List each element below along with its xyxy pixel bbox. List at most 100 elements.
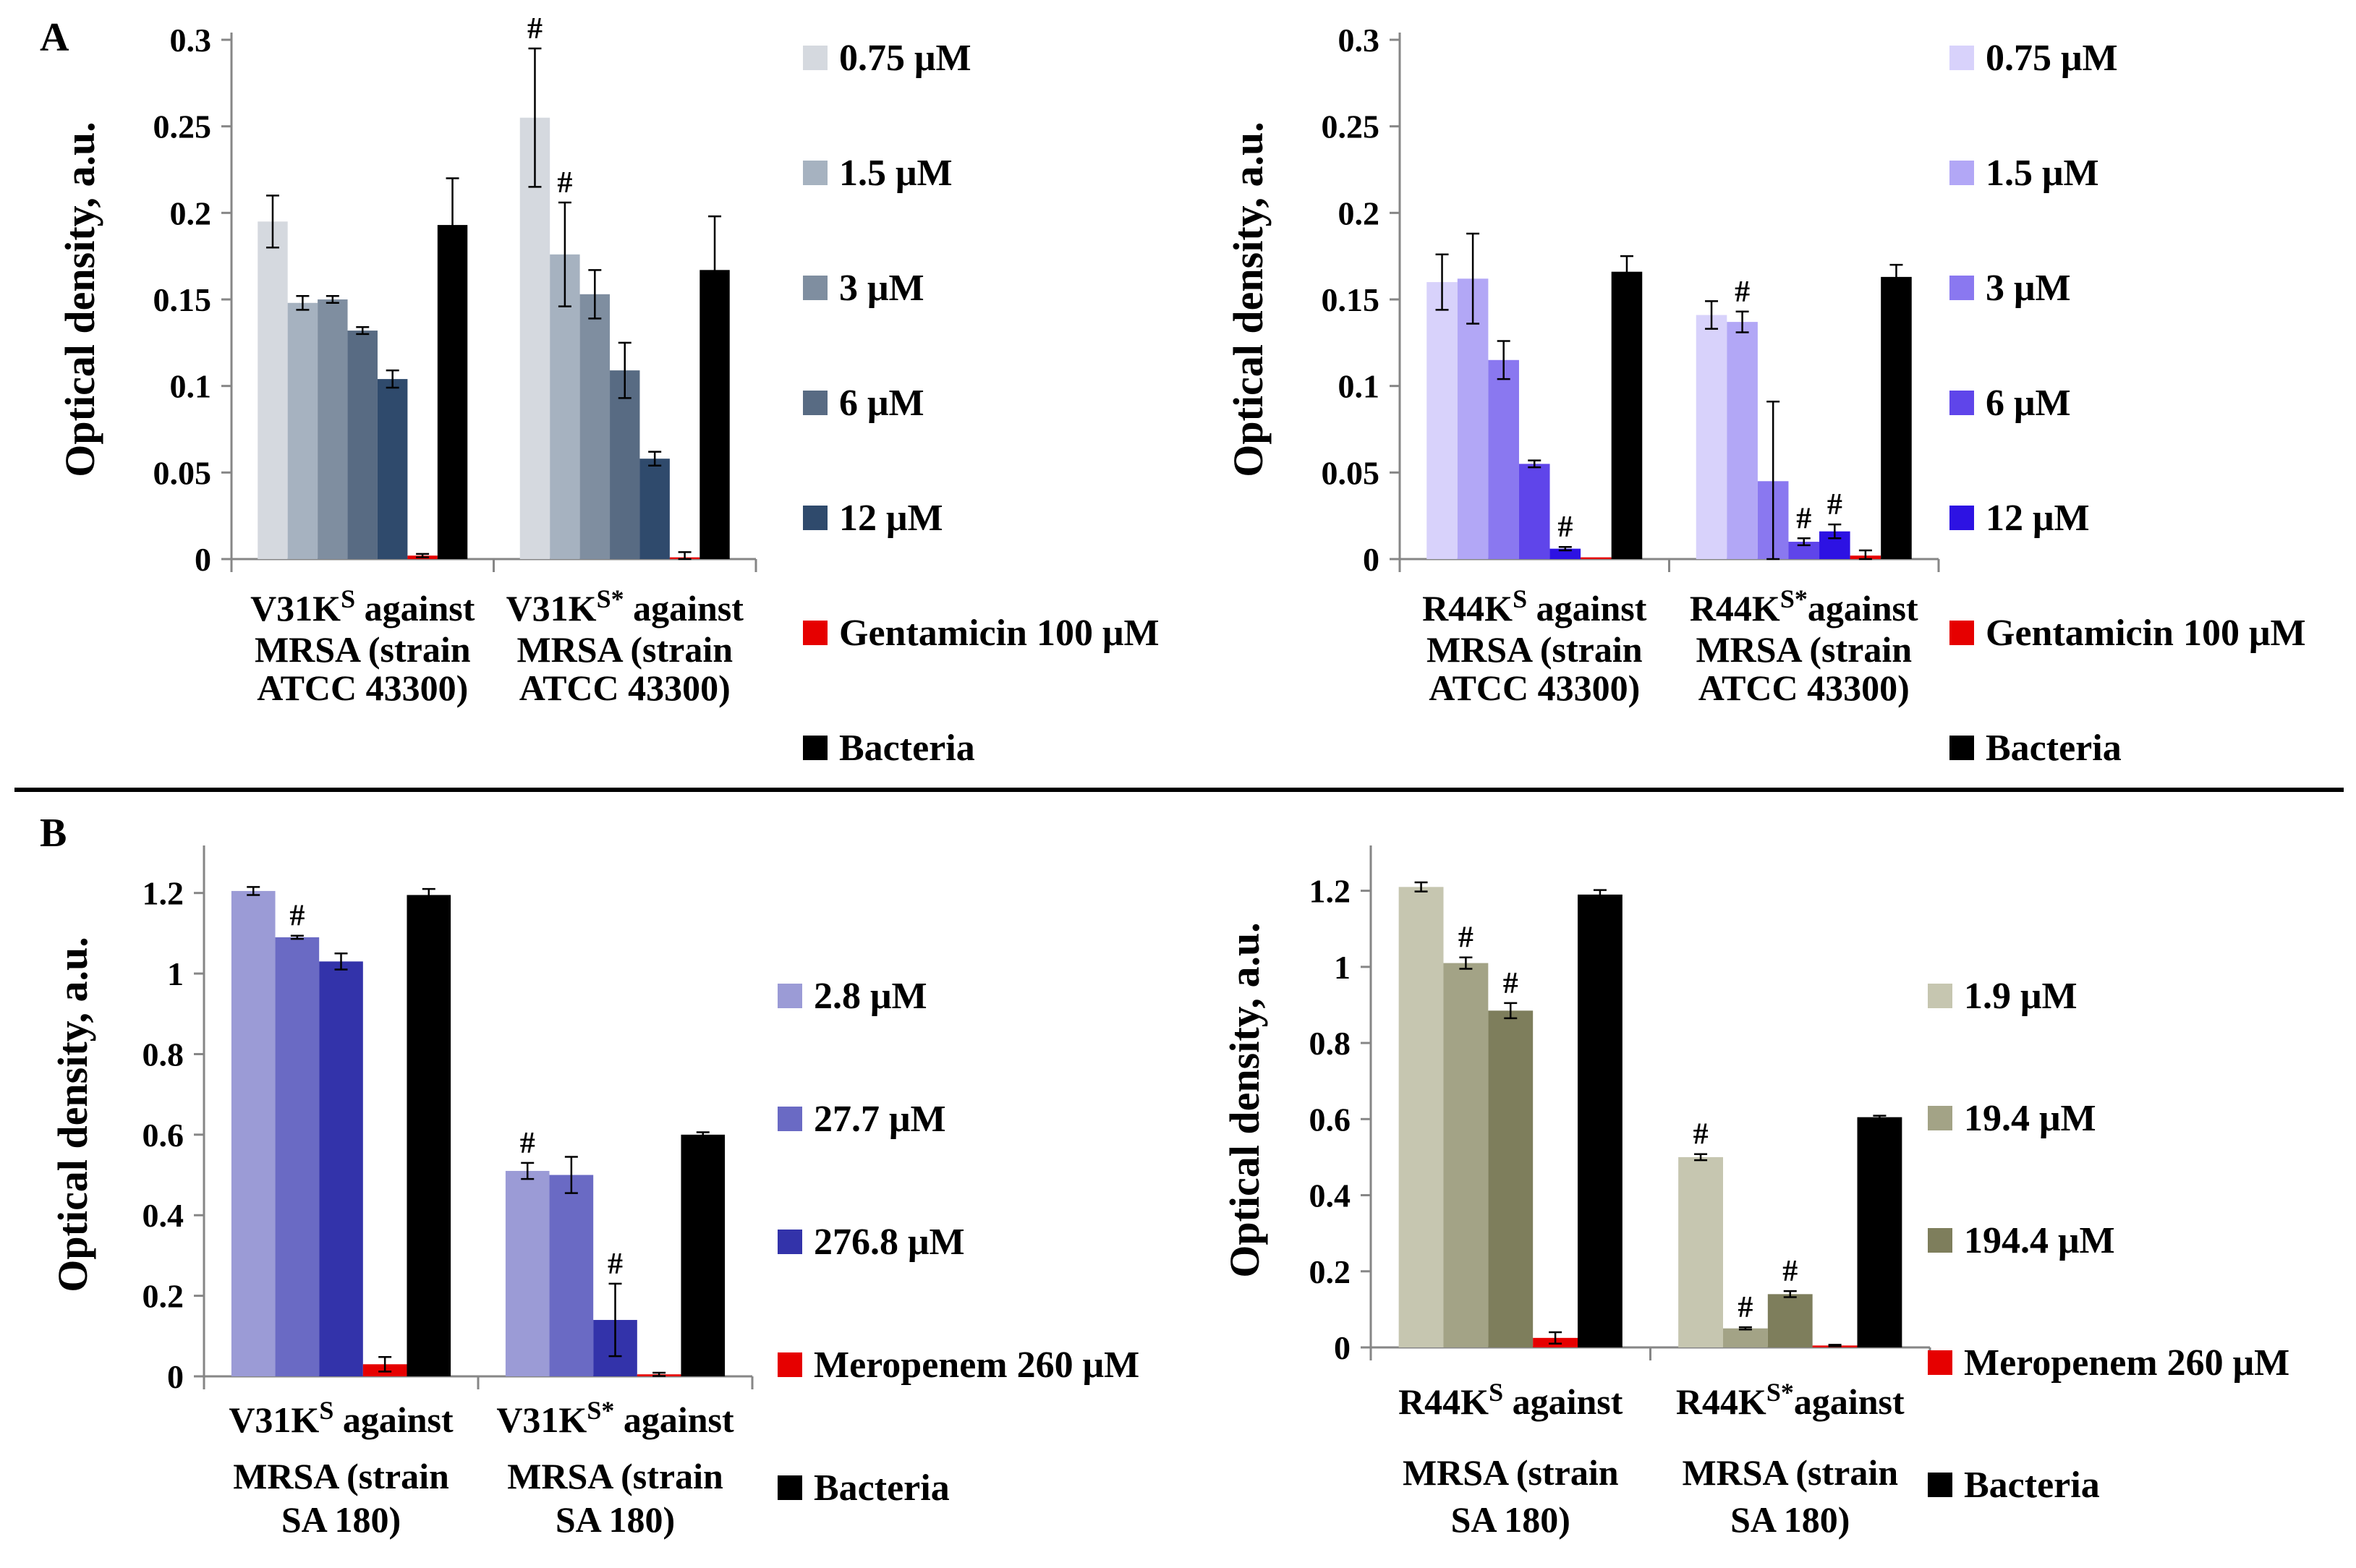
- bar: [258, 221, 288, 559]
- legend-swatch: [1928, 984, 1952, 1008]
- category-label-line3: SA 180): [1730, 1499, 1850, 1540]
- category-label: V31KS against: [229, 1396, 454, 1440]
- legend-label: 0.75 μM: [1986, 38, 2118, 79]
- legend-label: 1.5 μM: [839, 153, 953, 194]
- category-label-line3: ATCC 43300): [1429, 668, 1640, 708]
- bar: [231, 890, 276, 1376]
- legend-label: 1.5 μM: [1986, 153, 2099, 194]
- bar: [1457, 278, 1489, 559]
- y-tick-label: 0.25: [1322, 108, 1380, 145]
- bar: [1398, 887, 1444, 1347]
- legend-label: 0.75 μM: [839, 38, 971, 79]
- chart-b-r44k: 0 0.2 0.4 0.6 0.8 1 1.2 Optical density, a.u. # #…: [1221, 845, 2289, 1540]
- legend-swatch: [1928, 1106, 1952, 1130]
- y-tick-label: 0.8: [1309, 1025, 1351, 1062]
- chart-b-v31k: 0 0.2 0.4 0.6 0.8 1 1.2 Optical density, a.u. # V…: [49, 845, 1139, 1540]
- bar: [1581, 557, 1612, 559]
- category-label: R44KS against: [1398, 1378, 1623, 1422]
- legend-swatch: [803, 276, 828, 300]
- legend-swatch: [803, 621, 828, 645]
- category-label-line3: SA 180): [1451, 1499, 1570, 1540]
- y-tick-label: 0.2: [143, 1278, 184, 1315]
- bar: [1696, 315, 1727, 559]
- y-axis-label: Optical density, a.u.: [1225, 122, 1272, 477]
- legend-label: 6 μM: [839, 383, 924, 424]
- bar: [681, 1134, 726, 1376]
- y-tick-label: 0.6: [1309, 1101, 1351, 1138]
- chart-a-r44k: 0 0.05 0.1 0.15 0.2 0.25 0.3 Optical density, a…: [1225, 22, 2306, 769]
- legend-label: 3 μM: [839, 268, 924, 309]
- significance-mark: #: [289, 900, 305, 933]
- legend-swatch: [803, 506, 828, 530]
- legend-swatch: [1928, 1350, 1952, 1375]
- bar: [1727, 322, 1758, 559]
- y-tick-label: 0.1: [170, 368, 212, 405]
- y-tick-label: 0.3: [1338, 22, 1380, 59]
- y-tick-label: 0: [195, 541, 211, 578]
- bar: [275, 937, 320, 1376]
- legend-swatch: [778, 1352, 802, 1377]
- y-tick-label: 1: [167, 955, 184, 992]
- bar: [610, 370, 640, 559]
- category-label-line3: SA 180): [281, 1499, 401, 1540]
- legend-label: Meropenem 260 μM: [814, 1345, 1139, 1386]
- y-tick-label: 0.4: [143, 1197, 184, 1234]
- category-label-line3: ATCC 43300): [257, 668, 468, 708]
- category-label: V31KS against: [250, 584, 475, 629]
- significance-mark: #: [1735, 276, 1750, 309]
- category-label-line2: MRSA (strain: [1682, 1452, 1898, 1493]
- category-label-line2: MRSA (strain: [233, 1456, 449, 1496]
- category-label-line2: MRSA (strain: [255, 629, 471, 670]
- y-tick-label: 0.8: [143, 1036, 184, 1073]
- y-tick-label: 0: [1334, 1329, 1351, 1366]
- legend-label: 19.4 μM: [1964, 1098, 2096, 1139]
- bar: [287, 302, 318, 559]
- y-tick-label: 0.2: [1309, 1253, 1351, 1290]
- significance-mark: #: [520, 1127, 535, 1160]
- legend-label: 12 μM: [1986, 498, 2090, 539]
- significance-mark: #: [557, 166, 572, 200]
- category-label-line2: MRSA (strain: [507, 1456, 723, 1496]
- y-axis-label: Optical density, a.u.: [49, 937, 96, 1292]
- legend-label: 276.8 μM: [814, 1222, 965, 1263]
- category-label-line2: MRSA (strain: [1696, 629, 1912, 670]
- legend-swatch: [803, 161, 828, 185]
- y-tick-label: 0.25: [153, 108, 212, 145]
- bar: [1857, 1117, 1902, 1347]
- legend-swatch: [1949, 621, 1974, 645]
- legend-label: Bacteria: [1986, 728, 2122, 769]
- y-tick-label: 1.2: [143, 875, 184, 912]
- bar: [347, 331, 378, 559]
- y-tick-label: 0.1: [1338, 368, 1380, 405]
- y-tick-label: 0.4: [1309, 1177, 1351, 1214]
- legend-label: 3 μM: [1986, 268, 2071, 309]
- y-tick-label: 0: [167, 1358, 184, 1395]
- legend-swatch: [803, 736, 828, 760]
- bar: [1767, 1294, 1813, 1347]
- bar: [639, 459, 670, 559]
- legend-swatch: [1949, 46, 1974, 70]
- significance-mark: #: [1458, 921, 1473, 955]
- legend-label: Bacteria: [1964, 1465, 2100, 1506]
- category-label: V31KS* against: [496, 1396, 734, 1440]
- y-axis-label: Optical density, a.u.: [1221, 922, 1268, 1277]
- bar: [579, 294, 611, 559]
- significance-mark: #: [527, 12, 543, 46]
- panel-label-a: A: [40, 15, 69, 60]
- category-label: R44KS*against: [1676, 1378, 1905, 1422]
- bar: [1549, 548, 1581, 559]
- legend-swatch: [778, 984, 802, 1008]
- legend-swatch: [1949, 161, 1974, 185]
- y-axis-label: Optical density, a.u.: [56, 122, 103, 477]
- significance-mark: #: [1693, 1118, 1709, 1151]
- legend-swatch: [803, 391, 828, 415]
- y-tick-label: 0.2: [170, 195, 212, 231]
- bar: [1722, 1328, 1768, 1347]
- bar: [1488, 1010, 1534, 1347]
- bar: [1611, 271, 1643, 559]
- legend-swatch: [1928, 1473, 1952, 1497]
- significance-mark: #: [1738, 1291, 1753, 1324]
- legend-swatch: [1949, 276, 1974, 300]
- significance-mark: #: [1796, 502, 1811, 535]
